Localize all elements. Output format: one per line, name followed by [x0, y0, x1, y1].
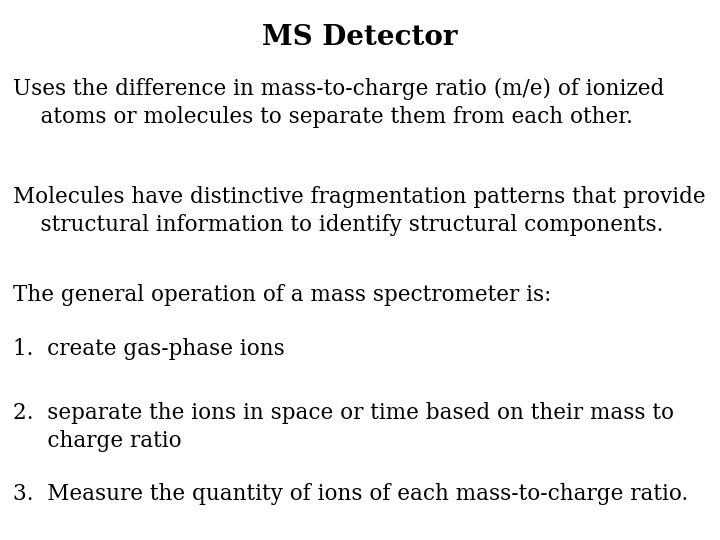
- Text: MS Detector: MS Detector: [262, 24, 458, 51]
- Text: Molecules have distinctive fragmentation patterns that provide
    structural in: Molecules have distinctive fragmentation…: [13, 186, 706, 237]
- Text: 1.  create gas-phase ions: 1. create gas-phase ions: [13, 338, 284, 360]
- Text: Uses the difference in mass-to-charge ratio (m/e) of ionized
    atoms or molecu: Uses the difference in mass-to-charge ra…: [13, 78, 665, 129]
- Text: 3.  Measure the quantity of ions of each mass-to-charge ratio.: 3. Measure the quantity of ions of each …: [13, 483, 688, 505]
- Text: The general operation of a mass spectrometer is:: The general operation of a mass spectrom…: [13, 284, 552, 306]
- Text: 2.  separate the ions in space or time based on their mass to
     charge ratio: 2. separate the ions in space or time ba…: [13, 402, 674, 453]
